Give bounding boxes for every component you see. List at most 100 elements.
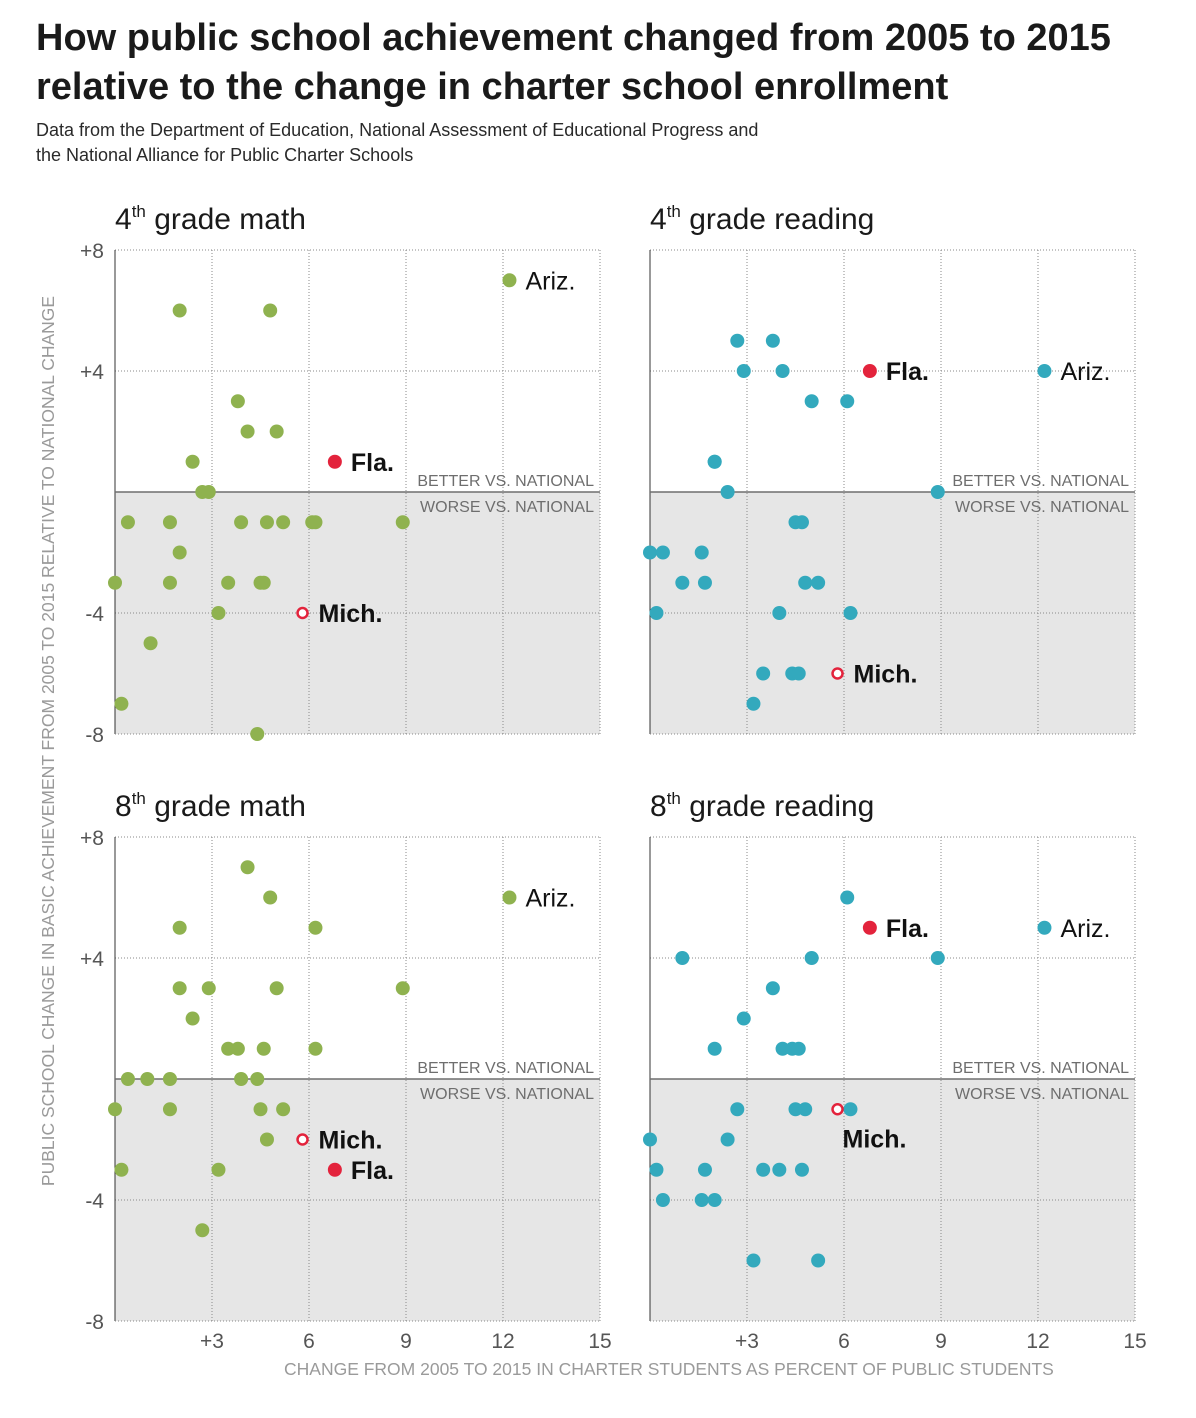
subtitle: Data from the Department of Education, N… — [36, 118, 936, 168]
data-point — [707, 454, 722, 469]
data-point — [756, 1162, 771, 1177]
data-point — [746, 1253, 761, 1268]
data-point — [269, 424, 284, 439]
data-point — [730, 333, 745, 348]
better-label: BETTER VS. NATIONAL — [952, 473, 1129, 490]
data-point — [643, 545, 657, 560]
data-point — [811, 575, 826, 590]
data-point — [308, 515, 323, 530]
data-point — [775, 364, 790, 378]
data-point — [395, 515, 410, 530]
data-point-michigan — [831, 1103, 844, 1116]
point-label: Ariz. — [525, 267, 575, 295]
point-label: Fla. — [886, 915, 929, 943]
data-point — [234, 515, 249, 530]
better-label: BETTER VS. NATIONAL — [417, 473, 594, 490]
data-point — [195, 1223, 210, 1238]
data-point — [114, 1162, 129, 1177]
point-label: Ariz. — [525, 885, 575, 913]
data-point — [162, 515, 177, 530]
x-tick-label: 15 — [1123, 1330, 1146, 1353]
data-point-michigan — [831, 667, 844, 680]
point-label: Mich. — [854, 661, 918, 689]
data-point-arizona — [1037, 364, 1052, 378]
point-label: Ariz. — [1060, 915, 1110, 943]
better-label: BETTER VS. NATIONAL — [952, 1060, 1129, 1077]
data-point — [221, 1041, 236, 1056]
data-point — [120, 515, 135, 530]
worse-label: WORSE VS. NATIONAL — [955, 499, 1129, 516]
data-point — [697, 575, 712, 590]
data-point-arizona — [1037, 920, 1052, 935]
data-point — [765, 981, 780, 996]
worse-label: WORSE VS. NATIONAL — [955, 1086, 1129, 1103]
point-label: Mich. — [319, 600, 383, 628]
data-point — [308, 920, 323, 935]
point-label: Fla. — [351, 449, 394, 477]
x-tick-label: +3 — [735, 1330, 759, 1353]
data-point — [114, 696, 129, 711]
data-point — [930, 951, 945, 965]
x-tick-label: 12 — [491, 1330, 514, 1353]
data-point — [234, 1072, 249, 1086]
y-tick-label: -4 — [85, 1190, 104, 1213]
data-point — [162, 575, 177, 590]
data-point — [162, 1072, 177, 1086]
data-point — [730, 1102, 745, 1117]
data-point — [276, 1102, 291, 1117]
data-point — [211, 606, 226, 620]
data-point — [775, 1041, 790, 1056]
point-label: Fla. — [886, 358, 929, 386]
data-point — [172, 981, 187, 996]
y-tick-label: -4 — [85, 603, 104, 626]
data-point — [172, 303, 187, 318]
data-point — [240, 860, 255, 875]
data-point — [694, 545, 709, 560]
data-point-florida — [862, 364, 877, 378]
data-point — [263, 303, 278, 318]
worse-region — [650, 1079, 1135, 1321]
page-title: How public school achievement changed fr… — [36, 17, 1111, 108]
panel-1: BETTER VS. NATIONAL WORSE VS. NATIONAL 4th… — [80, 202, 601, 747]
data-point — [794, 1162, 809, 1177]
point-label: Mich. — [843, 1125, 907, 1153]
data-point-arizona — [502, 890, 517, 905]
data-point — [843, 606, 858, 620]
data-point — [791, 666, 806, 681]
data-point-michigan — [296, 606, 309, 620]
data-point — [259, 515, 274, 530]
data-point — [720, 485, 735, 499]
x-tick-label: 9 — [400, 1330, 412, 1353]
data-point — [172, 545, 187, 560]
data-point — [263, 890, 278, 905]
worse-label: WORSE VS. NATIONAL — [420, 1086, 594, 1103]
worse-region — [115, 1079, 600, 1321]
data-point — [230, 394, 245, 409]
data-point-florida — [327, 454, 342, 469]
data-point — [756, 666, 771, 681]
x-tick-label: 12 — [1026, 1330, 1049, 1353]
point-label: Mich. — [319, 1127, 383, 1155]
data-point-arizona — [502, 273, 517, 288]
data-point — [707, 1193, 722, 1207]
panel-title: 4th grade reading — [650, 202, 874, 236]
data-point — [798, 575, 813, 590]
data-point — [253, 1102, 268, 1117]
data-point — [772, 1162, 787, 1177]
data-point — [221, 575, 236, 590]
data-point — [649, 1162, 664, 1177]
data-point — [172, 920, 187, 935]
data-point — [794, 515, 809, 530]
x-tick-label: 6 — [838, 1330, 850, 1353]
data-point-florida — [862, 920, 877, 935]
data-point — [240, 424, 255, 439]
panel-2: BETTER VS. NATIONAL WORSE VS. NATIONAL 4th… — [643, 202, 1136, 735]
data-point — [269, 981, 284, 996]
better-label: BETTER VS. NATIONAL — [417, 1060, 594, 1077]
subtitle-line-1: Data from the Department of Education, N… — [36, 120, 759, 140]
data-point — [707, 1041, 722, 1056]
data-point — [840, 394, 855, 409]
data-point — [211, 1162, 226, 1177]
data-point — [840, 890, 855, 905]
data-point — [720, 1132, 735, 1147]
